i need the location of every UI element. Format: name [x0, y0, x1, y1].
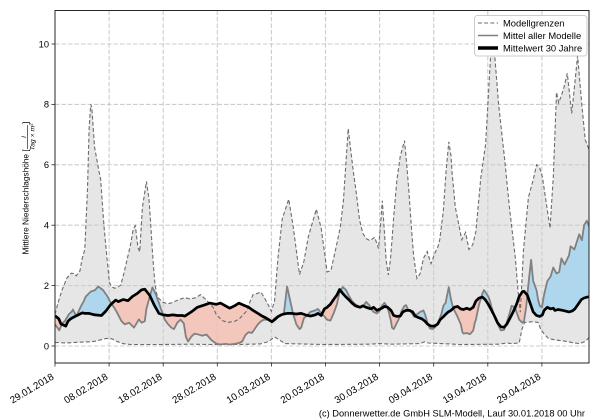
svg-text:Tag × m²: Tag × m² [30, 123, 37, 150]
svg-text:]: ] [21, 122, 31, 124]
svg-text:Mittlere Niederschlagshöhe [: Mittlere Niederschlagshöhe [ [21, 149, 31, 255]
svg-text:8: 8 [44, 100, 49, 110]
svg-text:Mittelwert 30 Jahre: Mittelwert 30 Jahre [503, 42, 582, 53]
svg-text:2: 2 [44, 281, 49, 291]
svg-text:Modellgrenzen: Modellgrenzen [503, 17, 565, 28]
svg-text:10: 10 [39, 39, 49, 49]
svg-text:6: 6 [44, 160, 49, 170]
svg-text:Mittel aller Modelle: Mittel aller Modelle [503, 30, 581, 41]
svg-text:0: 0 [44, 341, 49, 351]
svg-text:l: l [21, 136, 28, 138]
svg-text:(c) Donnerwetter.de GmbH SLM-M: (c) Donnerwetter.de GmbH SLM-Modell, Lau… [319, 409, 585, 419]
svg-text:4: 4 [44, 221, 49, 231]
